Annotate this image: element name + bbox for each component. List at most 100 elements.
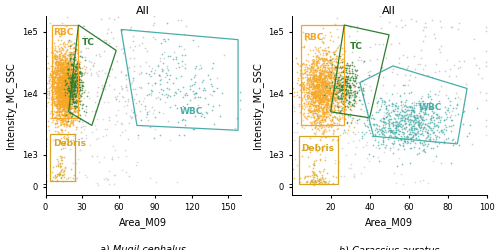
Point — [72, 88, 80, 92]
Point — [337, 77, 345, 81]
Point — [426, 120, 434, 124]
Point — [58, 87, 66, 91]
Point — [349, 130, 357, 134]
Point — [52, 76, 60, 80]
Point — [75, 65, 83, 69]
Point — [328, 115, 336, 119]
Point — [326, 80, 334, 84]
Point — [307, 100, 315, 104]
Point — [192, 91, 200, 95]
Point — [64, 66, 72, 70]
Point — [424, 128, 432, 132]
Point — [320, 79, 328, 83]
Point — [66, 89, 74, 93]
Point — [330, 77, 338, 81]
Point — [59, 84, 67, 87]
Point — [338, 84, 346, 87]
Point — [129, 34, 137, 38]
Point — [52, 72, 60, 76]
Point — [314, 85, 322, 89]
Point — [386, 124, 394, 128]
Point — [46, 91, 54, 95]
Point — [317, 81, 325, 85]
Point — [411, 121, 419, 125]
Point — [341, 130, 349, 134]
Point — [330, 92, 338, 96]
Point — [65, 84, 73, 88]
Point — [66, 57, 74, 61]
Point — [308, 72, 316, 76]
Point — [102, 80, 110, 84]
Point — [426, 89, 434, 93]
Point — [323, 103, 331, 107]
Point — [306, 108, 314, 112]
Point — [52, 92, 60, 96]
Point — [63, 81, 71, 85]
Point — [58, 96, 66, 100]
Point — [336, 80, 344, 84]
Point — [172, 56, 179, 60]
Point — [52, 66, 60, 70]
Point — [78, 103, 86, 107]
Point — [56, 94, 64, 98]
Point — [410, 127, 418, 131]
Point — [310, 163, 318, 167]
Point — [154, 95, 162, 99]
Point — [408, 108, 416, 112]
Point — [346, 85, 354, 89]
Point — [52, 70, 60, 74]
Point — [322, 46, 330, 50]
Point — [406, 146, 414, 150]
Point — [110, 172, 118, 176]
Point — [60, 78, 68, 82]
Point — [312, 96, 320, 100]
Point — [52, 88, 60, 92]
Point — [63, 88, 71, 92]
Point — [60, 94, 68, 98]
Point — [62, 98, 70, 102]
Point — [310, 100, 318, 104]
Point — [58, 71, 66, 75]
Point — [324, 70, 332, 74]
Point — [74, 54, 82, 58]
Point — [179, 85, 187, 89]
Point — [78, 120, 86, 124]
Point — [328, 69, 336, 73]
Point — [328, 85, 336, 89]
Point — [310, 175, 318, 179]
Point — [58, 91, 66, 95]
Point — [58, 64, 66, 68]
Point — [55, 98, 63, 102]
Point — [308, 79, 316, 83]
Point — [54, 164, 62, 168]
Point — [65, 111, 73, 115]
Point — [64, 99, 72, 103]
Point — [70, 84, 78, 88]
Point — [411, 116, 419, 120]
Point — [55, 170, 63, 174]
Point — [356, 107, 364, 111]
Point — [93, 180, 101, 184]
Point — [338, 46, 346, 50]
Point — [315, 121, 323, 125]
Point — [42, 90, 50, 94]
Point — [315, 97, 323, 101]
Point — [177, 18, 185, 22]
Point — [92, 90, 100, 94]
Point — [334, 101, 342, 105]
Point — [332, 72, 340, 76]
Point — [64, 73, 72, 77]
Point — [54, 130, 62, 134]
Point — [337, 174, 345, 178]
Point — [57, 154, 65, 158]
Point — [344, 141, 352, 145]
Point — [288, 119, 296, 123]
Point — [56, 66, 64, 70]
Point — [322, 122, 330, 126]
Point — [61, 42, 69, 46]
Point — [62, 62, 70, 66]
Point — [410, 128, 418, 132]
Point — [142, 115, 150, 119]
Point — [320, 78, 328, 82]
Point — [62, 80, 70, 84]
